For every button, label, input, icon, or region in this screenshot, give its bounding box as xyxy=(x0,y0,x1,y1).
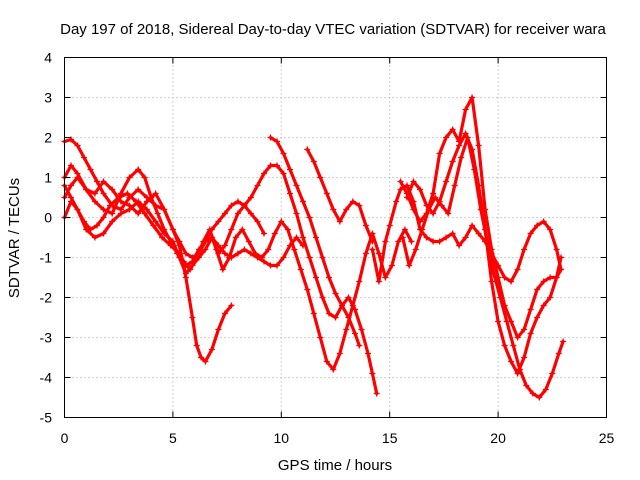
plot-frame xyxy=(64,57,607,418)
y-axis-label: SDTVAR / TECUs xyxy=(6,178,23,298)
x-tick-label: 15 xyxy=(382,430,398,446)
x-tick-label: 0 xyxy=(61,430,69,446)
series-trace xyxy=(405,131,563,376)
data-point-marker xyxy=(487,277,496,286)
y-tick-label: 2 xyxy=(44,130,52,146)
series-trace-9 xyxy=(399,133,567,402)
x-tick-label: 25 xyxy=(599,430,615,446)
x-tick-label: 10 xyxy=(274,430,290,446)
grid-lines xyxy=(64,57,607,418)
series-trace-5 xyxy=(60,145,377,270)
y-tick-label: 0 xyxy=(44,210,52,226)
y-tick-label: 1 xyxy=(44,170,52,186)
data-point-marker xyxy=(188,313,197,322)
y-tick-label: 3 xyxy=(44,90,52,106)
x-tick-label: 5 xyxy=(169,430,177,446)
series-trace-4 xyxy=(60,133,363,350)
series-trace-8 xyxy=(403,129,565,378)
x-tick-label: 20 xyxy=(490,430,506,446)
y-tick-label: 4 xyxy=(44,50,52,66)
data-point-marker xyxy=(375,277,383,286)
y-tick-label: -1 xyxy=(40,250,53,266)
series-trace xyxy=(62,163,379,396)
series-trace-3 xyxy=(60,161,381,398)
data-point-marker xyxy=(373,389,381,398)
data-point-marker xyxy=(474,141,483,150)
series-trace xyxy=(62,167,413,372)
y-tick-label: -2 xyxy=(40,290,53,306)
y-tick-label: -3 xyxy=(40,330,53,346)
y-tick-label: -5 xyxy=(40,410,53,426)
series-trace-2 xyxy=(60,165,416,374)
chart-title: Day 197 of 2018, Sidereal Day-to-day VTE… xyxy=(60,21,606,38)
series-trace xyxy=(401,135,565,400)
series-trace-6 xyxy=(368,181,565,286)
y-tick-label: -4 xyxy=(40,370,53,386)
series-trace-1 xyxy=(60,135,236,366)
axis-ticks: 0 5 10 15 20 25 -5 -4 -3 -2 -1 0 1 2 3 4 xyxy=(40,50,615,447)
data-point-marker xyxy=(368,245,377,254)
x-axis-label: GPS time / hours xyxy=(278,457,392,474)
data-series-layer xyxy=(60,93,567,402)
